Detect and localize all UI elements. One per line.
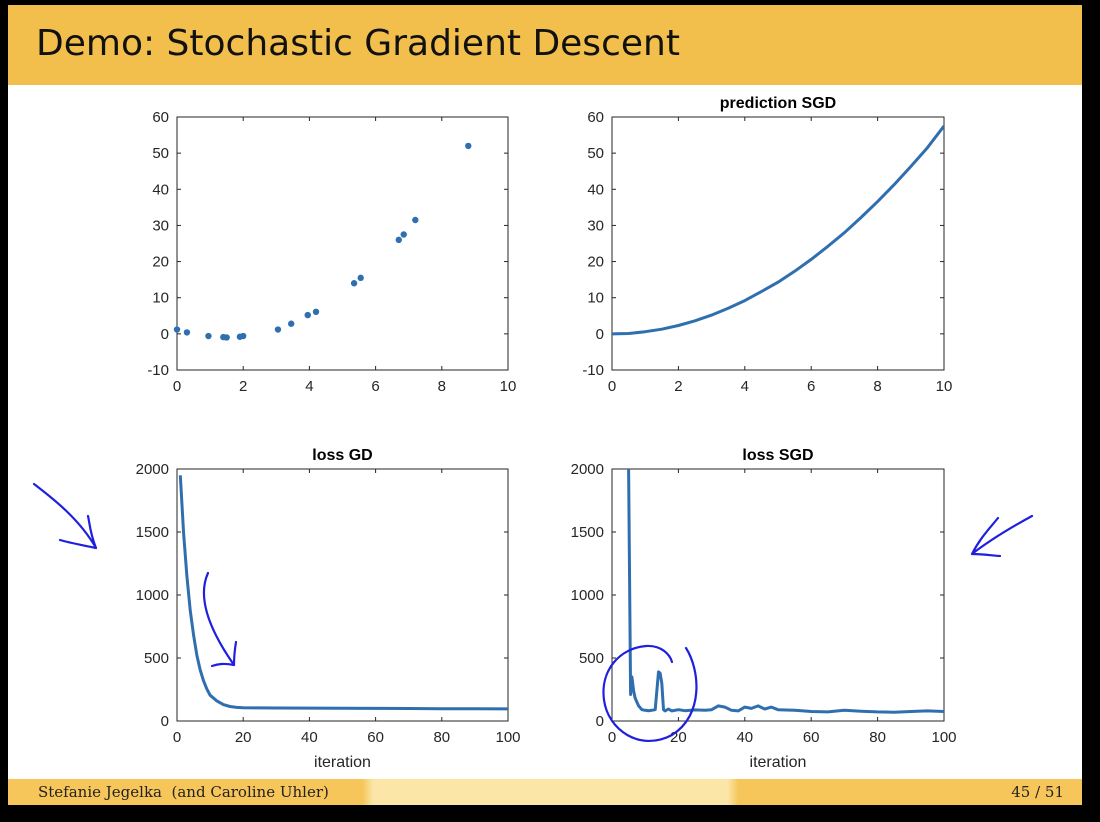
data-point [240,332,247,340]
x-tick-label: 20 [235,729,252,746]
y-tick-label: 30 [152,217,169,234]
x-tick-label: 4 [305,378,313,395]
series-line [612,125,944,336]
x-tick-label: 2 [674,378,682,395]
footer-author: Stefanie Jegelka (and Caroline Uhler) [38,783,329,801]
x-tick-label: 60 [367,729,384,746]
series-line [178,475,508,711]
handwritten-annotations [32,482,1034,742]
y-tick-label: 60 [152,109,169,126]
y-tick-label: 1500 [571,524,604,541]
chart-title: loss SGD [742,447,813,464]
x-tick-label: 40 [736,729,753,746]
data-point [274,326,282,333]
x-tick-label: 8 [873,378,881,395]
y-tick-label: 40 [152,181,169,198]
plot-area [611,116,945,371]
arrow-gd-curve-annotation-icon [202,571,238,668]
data-point [412,216,419,224]
y-tick-label: 500 [579,650,604,667]
data-point [223,334,230,341]
data-point [357,274,364,282]
x-tick-label: 10 [500,378,517,395]
slide-title: Demo: Stochastic Gradient Descent [36,23,680,64]
y-tick-label: 0 [596,326,604,343]
y-tick-label: 2000 [571,461,604,478]
title-bar: Demo: Stochastic Gradient Descent [8,5,1082,85]
x-tick-label: 2 [239,378,247,395]
plot-area [176,116,509,371]
data-point [287,320,295,327]
x-tick-label: 80 [869,729,886,746]
y-tick-label: 0 [161,713,169,730]
data-point [465,142,472,150]
data-point [350,280,358,287]
x-tick-label: 4 [741,378,749,395]
data-point [183,329,191,336]
chart-title: loss GD [312,447,372,464]
y-tick-label: 0 [161,326,169,343]
circle-sgd-spikes-annotation-icon [602,644,698,742]
x-tick-label: 80 [433,729,450,746]
y-tick-label: 20 [152,254,169,271]
y-tick-label: 10 [152,290,169,307]
data-point [205,332,212,340]
x-tick-label: 0 [608,378,616,395]
x-tick-label: 60 [803,729,820,746]
x-tick-label: 10 [936,378,953,395]
y-tick-label: 40 [587,181,604,198]
x-tick-label: 6 [807,378,815,395]
y-tick-label: 500 [144,650,169,667]
footer-page-number: 45 / 51 [1011,783,1064,801]
x-tick-label: 0 [173,729,181,746]
y-tick-label: 1500 [136,524,169,541]
y-tick-label: -10 [582,362,604,379]
data-point [395,236,402,244]
x-tick-label: 100 [495,729,520,746]
x-tick-label: 40 [301,729,318,746]
y-tick-label: 0 [596,713,604,730]
footer-bar: Stefanie Jegelka (and Caroline Uhler) 45… [8,779,1082,805]
arrow-left-annotation-icon [32,482,98,550]
series-line [627,469,944,714]
y-tick-label: 20 [587,254,604,271]
data-point [312,308,320,316]
chart-title: prediction SGD [720,95,836,112]
x-tick-label: 0 [173,378,181,395]
y-tick-label: 50 [587,145,604,162]
arrow-right-annotation-icon [970,514,1034,558]
x-axis-label: iteration [750,754,807,771]
plot-area [176,468,509,722]
y-tick-label: 1000 [136,587,169,604]
data-point [173,326,181,333]
y-tick-label: -10 [147,362,169,379]
y-tick-label: 60 [587,109,604,126]
x-tick-label: 100 [931,729,956,746]
y-tick-label: 1000 [571,587,604,604]
x-axis-label: iteration [314,754,371,771]
x-tick-label: 0 [608,729,616,746]
data-point [304,311,311,319]
y-tick-label: 30 [587,217,604,234]
y-tick-label: 10 [587,290,604,307]
data-point [400,231,407,238]
y-tick-label: 50 [152,145,169,162]
plot-area [611,468,945,722]
y-tick-label: 2000 [136,461,169,478]
x-tick-label: 6 [371,378,379,395]
x-tick-label: 8 [438,378,446,395]
